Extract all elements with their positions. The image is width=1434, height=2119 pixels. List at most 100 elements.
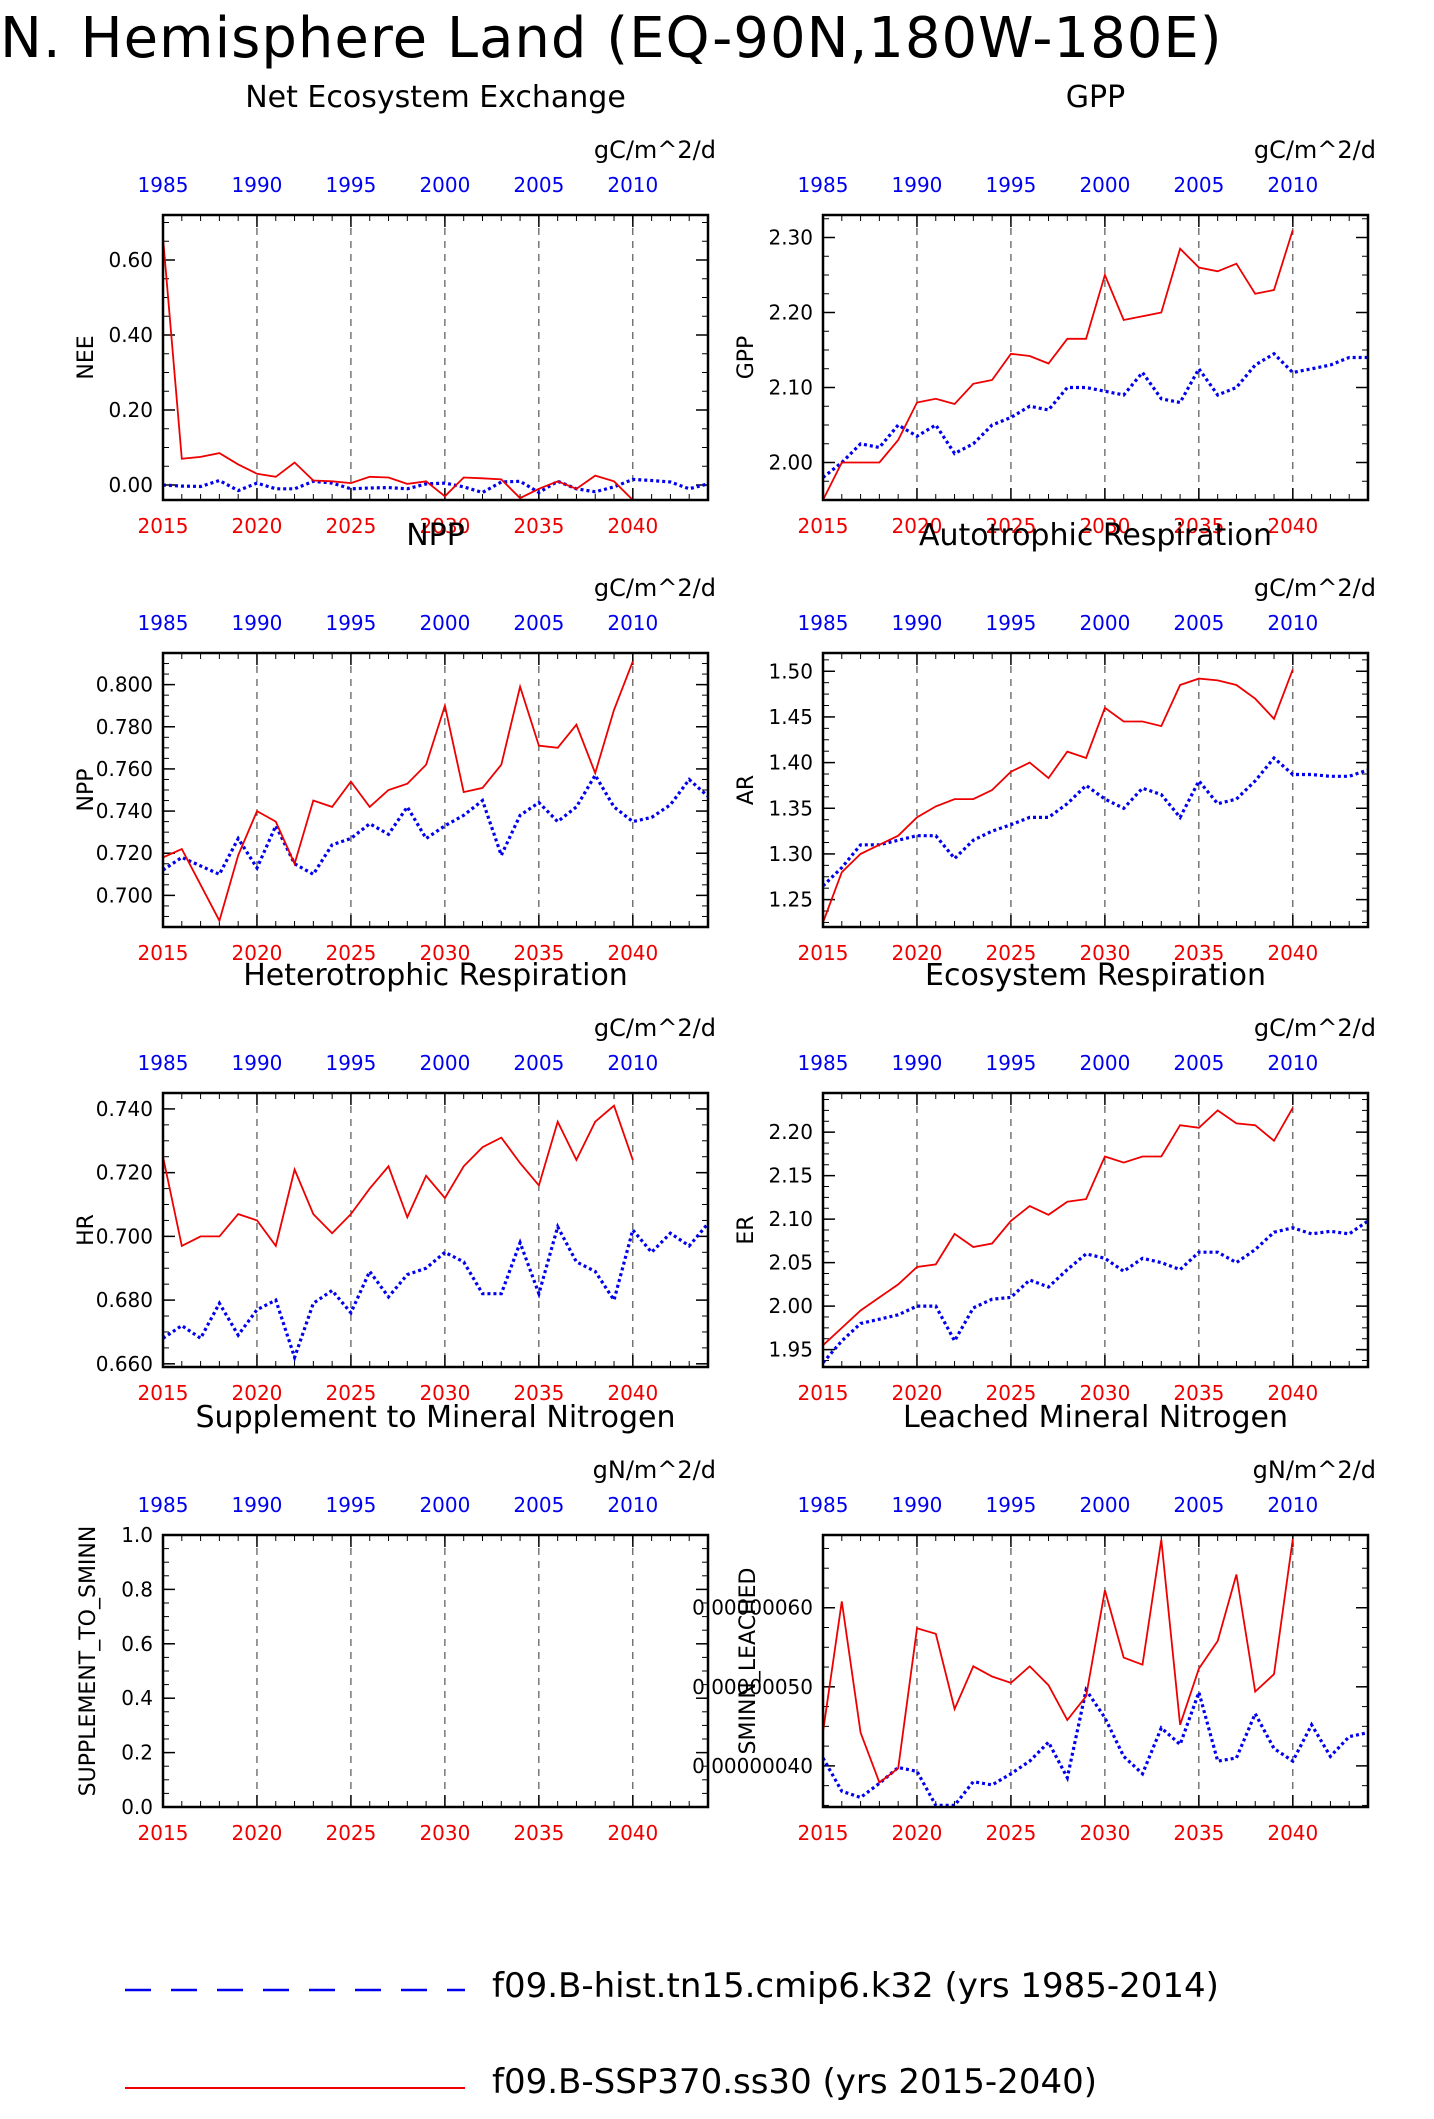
x-tick-label: 2015 [798,514,849,538]
y-tick-label: 1.25 [768,888,813,912]
panel-title: NPP [406,518,465,553]
panel-title: Ecosystem Respiration [925,958,1266,993]
x-tick-label: 2025 [325,1821,376,1845]
y-tick-label: 0.780 [96,715,153,739]
x-top-tick-label: 2010 [607,611,658,635]
y-tick-label: 2.20 [768,301,813,325]
units-label: gC/m^2/d [1254,1014,1376,1042]
y-tick-label: 2.05 [768,1251,813,1275]
x-top-tick-label: 2000 [1079,1493,1130,1517]
x-top-tick-label: 2000 [419,1051,470,1075]
x-top-tick-label: 1985 [798,1493,849,1517]
y-tick-label: 0.8 [121,1577,153,1601]
x-top-tick-label: 2000 [419,1493,470,1517]
x-tick-label: 2020 [892,941,943,965]
x-top-tick-label: 1995 [325,1051,376,1075]
x-tick-label: 2015 [798,941,849,965]
y-axis-label: SMINN_LEACHED [736,1568,761,1755]
x-tick-label: 2040 [607,1821,658,1845]
x-tick-label: 2015 [138,1381,189,1405]
series-line-ssp [162,237,634,501]
x-tick-label: 2040 [1267,1381,1318,1405]
x-top-tick-label: 1995 [985,611,1036,635]
panel-3: NPP gC/m^2/d 2015 2020 2025 2030 2035 2040 1985 1… [74,518,716,965]
x-tick-label: 2025 [325,1381,376,1405]
x-top-tick-label: 2010 [607,1493,658,1517]
y-tick-label: 2.20 [768,1120,813,1144]
panel-4: Autotrophic Respiration gC/m^2/d 2015 2020 2… [734,518,1376,965]
y-tick-label: 0.680 [96,1288,153,1312]
units-label: gC/m^2/d [594,136,716,164]
y-axis-label: NPP [74,769,99,812]
y-axis-label: ER [734,1215,759,1244]
series-line-hist [821,1686,1369,1808]
x-top-tick-label: 1995 [325,1493,376,1517]
units-label: gC/m^2/d [1254,574,1376,602]
y-axis-label: SUPPLEMENT_TO_SMINN [76,1526,101,1797]
x-tick-label: 2030 [419,1821,470,1845]
x-tick-label: 2035 [1173,1381,1224,1405]
x-top-tick-label: 1995 [985,1493,1036,1517]
x-tick-label: 2025 [985,941,1036,965]
x-top-tick-label: 1985 [798,1051,849,1075]
x-tick-label: 2020 [232,1381,283,1405]
x-top-tick-label: 2005 [513,611,564,635]
legend-hist-label: f09.B-hist.tn15.cmip6.k32 (yrs 1985-2014… [492,1966,1219,2006]
x-tick-label: 2035 [513,1821,564,1845]
x-tick-label: 2040 [1267,514,1318,538]
x-tick-label: 2015 [798,1381,849,1405]
y-tick-label: 1.35 [768,796,813,820]
x-tick-label: 2025 [985,1821,1036,1845]
x-top-tick-label: 1990 [232,1051,283,1075]
x-top-tick-label: 1985 [138,1493,189,1517]
plot-frame [821,213,1370,502]
x-top-tick-label: 2000 [419,173,470,197]
x-tick-label: 2040 [607,941,658,965]
y-tick-label: 2.15 [768,1164,813,1188]
x-top-tick-label: 2005 [513,173,564,197]
x-top-tick-label: 1990 [232,1493,283,1517]
units-label: gN/m^2/d [593,1456,716,1484]
panel-8: Leached Mineral Nitrogen gN/m^2/d 2015 2020… [692,1400,1376,1845]
x-top-tick-label: 1990 [892,1051,943,1075]
series-line-hist [822,351,1368,479]
x-tick-label: 2035 [1173,514,1224,538]
x-top-tick-label: 1985 [138,611,189,635]
y-tick-label: 0.800 [96,673,153,697]
x-tick-label: 2020 [232,514,283,538]
x-top-tick-label: 2005 [513,1051,564,1075]
y-tick-label: 0.740 [96,1097,153,1121]
x-tick-label: 2015 [138,1821,189,1845]
x-top-tick-label: 2005 [1173,1051,1224,1075]
y-tick-label: 0.60 [108,248,153,272]
y-tick-label: 0.740 [96,799,153,823]
x-tick-label: 2025 [985,514,1036,538]
units-label: gC/m^2/d [594,1014,716,1042]
x-tick-label: 2040 [607,1381,658,1405]
x-tick-label: 2040 [1267,941,1318,965]
x-tick-label: 2020 [232,1821,283,1845]
x-top-tick-label: 1990 [892,611,943,635]
y-axis-label: AR [734,775,759,805]
y-axis-label: GPP [734,336,759,380]
y-tick-label: 0.720 [96,841,153,865]
series-line-ssp [162,661,634,924]
x-top-tick-label: 2005 [1173,173,1224,197]
x-tick-label: 2020 [892,514,943,538]
y-tick-label: 0.00000040 [692,1754,813,1778]
x-tick-label: 2035 [513,514,564,538]
x-top-tick-label: 1985 [138,173,189,197]
y-tick-label: 2.10 [768,376,813,400]
x-top-tick-label: 1990 [232,173,283,197]
y-tick-label: 1.30 [768,842,813,866]
plot-frame [821,1533,1370,1809]
x-tick-label: 2035 [1173,941,1224,965]
series-line-hist [821,1219,1369,1364]
x-tick-label: 2030 [1079,941,1130,965]
y-tick-label: 2.30 [768,226,813,250]
y-axis-label: NEE [74,335,99,379]
panel-title: Leached Mineral Nitrogen [903,1400,1288,1435]
panel-6: Ecosystem Respiration gC/m^2/d 2015 2020 202… [734,958,1376,1405]
y-tick-label: 0.2 [121,1741,153,1765]
panel-1: Net Ecosystem Exchange gC/m^2/d 2015 2020 20… [74,80,716,538]
